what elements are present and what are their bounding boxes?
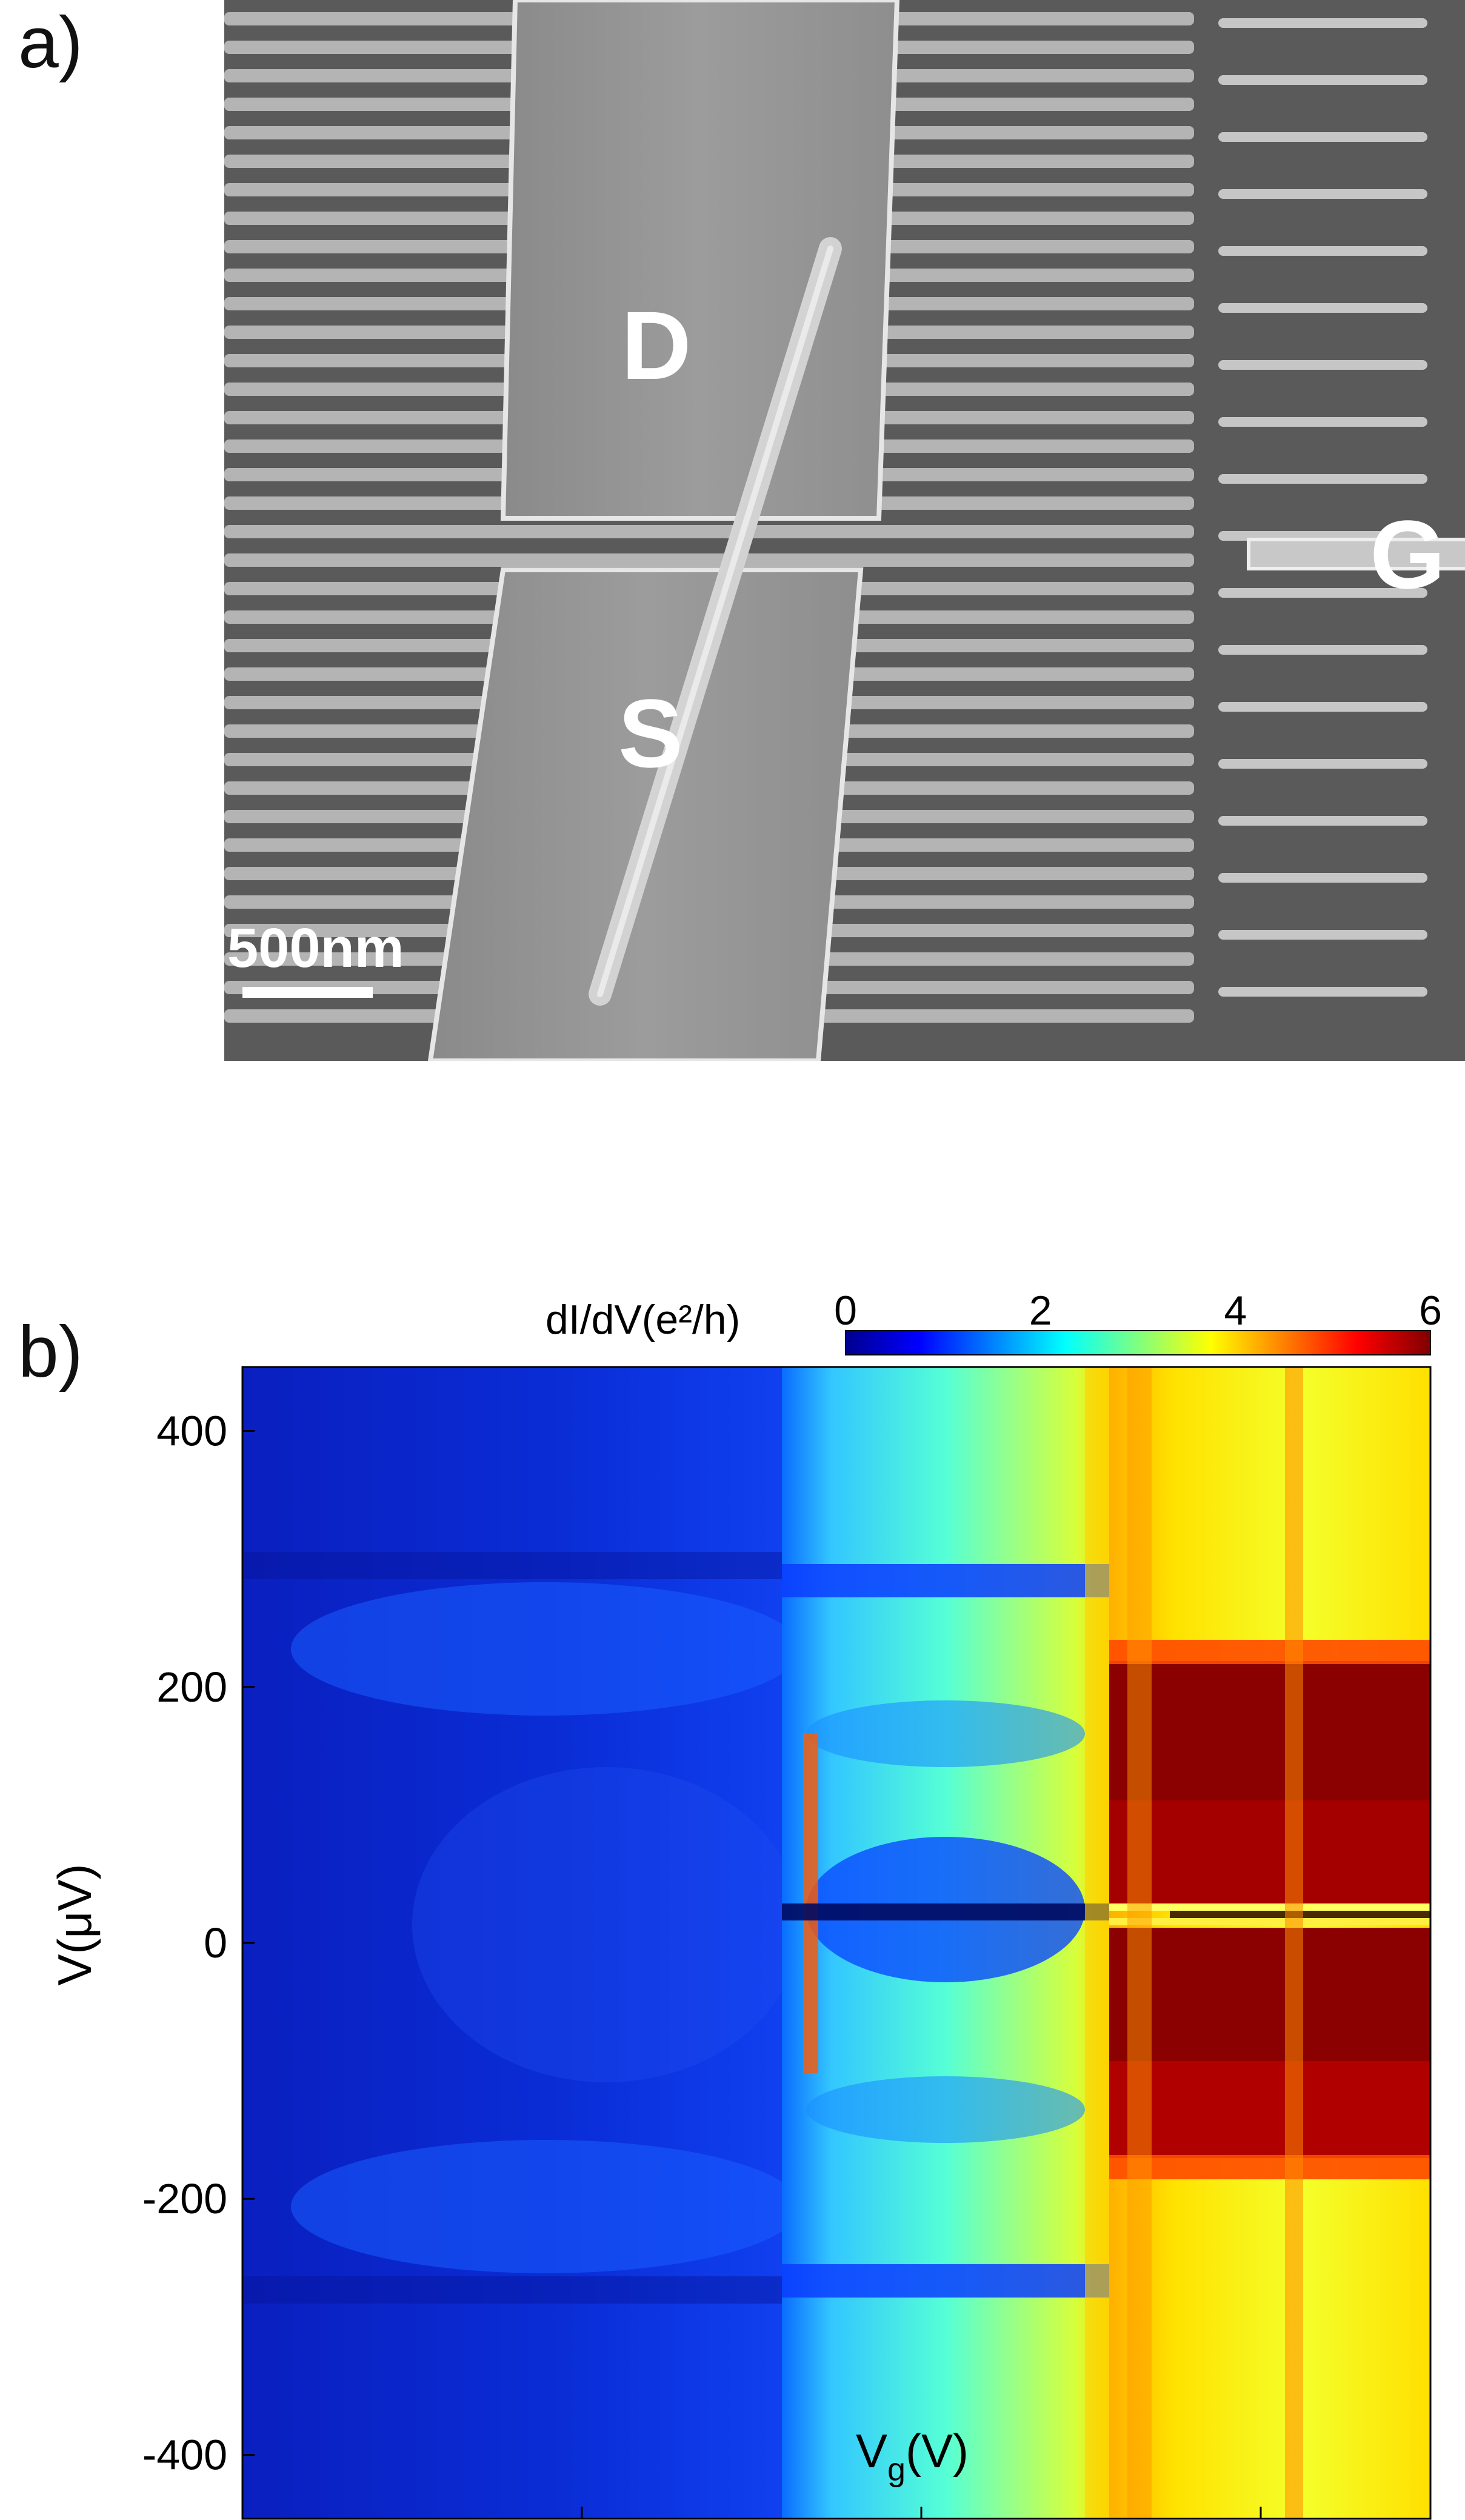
panel-a-label: a) <box>18 2 83 83</box>
gate-label: G <box>1370 500 1445 609</box>
x-axis: -1.4-1-0.6-0.20 <box>241 2507 1432 2519</box>
x-axis-label: Vg(V) <box>856 2424 969 2488</box>
scale-bar <box>242 987 373 998</box>
y-tick-label: 200 <box>156 1663 227 1711</box>
gate-finger-tip <box>1218 588 1427 598</box>
gate-finger-tip <box>1218 645 1427 655</box>
gate-finger-tip <box>1218 759 1427 769</box>
colorbar-title: dI/dV(e²/h) <box>546 1297 740 1343</box>
drain-label: D <box>621 291 692 399</box>
colorbar-tick-label: 2 <box>1029 1288 1052 1334</box>
gate-finger-tip <box>1218 303 1427 313</box>
y-tick-label: 400 <box>156 1408 227 1455</box>
colorbar-tick-label: 6 <box>1419 1288 1442 1334</box>
sem-micrograph: D S G 500nm <box>224 0 1465 1061</box>
y-tick-label: -200 <box>142 2175 227 2222</box>
y-tick-label: 0 <box>204 1919 227 1967</box>
source-label: S <box>618 679 683 787</box>
y-axis-label: V(μV) <box>48 1864 101 1986</box>
panel-b-label: b) <box>18 1311 83 1392</box>
gate-finger-tip <box>1218 987 1427 997</box>
gate-finger-tip <box>1218 246 1427 256</box>
y-axis: 400 200 0 -200 -400 <box>142 1408 255 2478</box>
gate-fingers-right <box>1218 18 1427 997</box>
heatmap-image <box>242 1367 1430 2519</box>
gate-finger-tip <box>1218 132 1427 142</box>
gate-finger-tip <box>1218 75 1427 85</box>
colorbar <box>845 1330 1431 1355</box>
gate-finger-tip <box>1218 873 1427 883</box>
gate-finger-tip <box>1218 417 1427 427</box>
colorbar-tick-label: 0 <box>834 1288 857 1334</box>
gate-finger-tip <box>1218 18 1427 28</box>
gate-finger-tip <box>1218 816 1427 826</box>
gate-finger <box>224 525 1194 538</box>
colorbar-tick-label: 4 <box>1224 1288 1247 1334</box>
gate-electrode <box>1247 538 1465 570</box>
conductance-map: -1.4-1-0.6-0.20 400 200 0 -200 -400 V(μV) Vg… <box>48 1288 1442 2520</box>
y-tick-label: -400 <box>142 2431 227 2478</box>
gate-finger <box>224 553 1194 567</box>
scale-bar-label: 500nm <box>227 917 404 979</box>
colorbar-ticks: 0 2 4 6 <box>834 1288 1442 1334</box>
gate-finger-tip <box>1218 474 1427 484</box>
gate-finger-tip <box>1218 702 1427 712</box>
gate-finger-tip <box>1218 360 1427 370</box>
gate-finger-tip <box>1218 930 1427 940</box>
gate-finger-tip <box>1218 189 1427 199</box>
